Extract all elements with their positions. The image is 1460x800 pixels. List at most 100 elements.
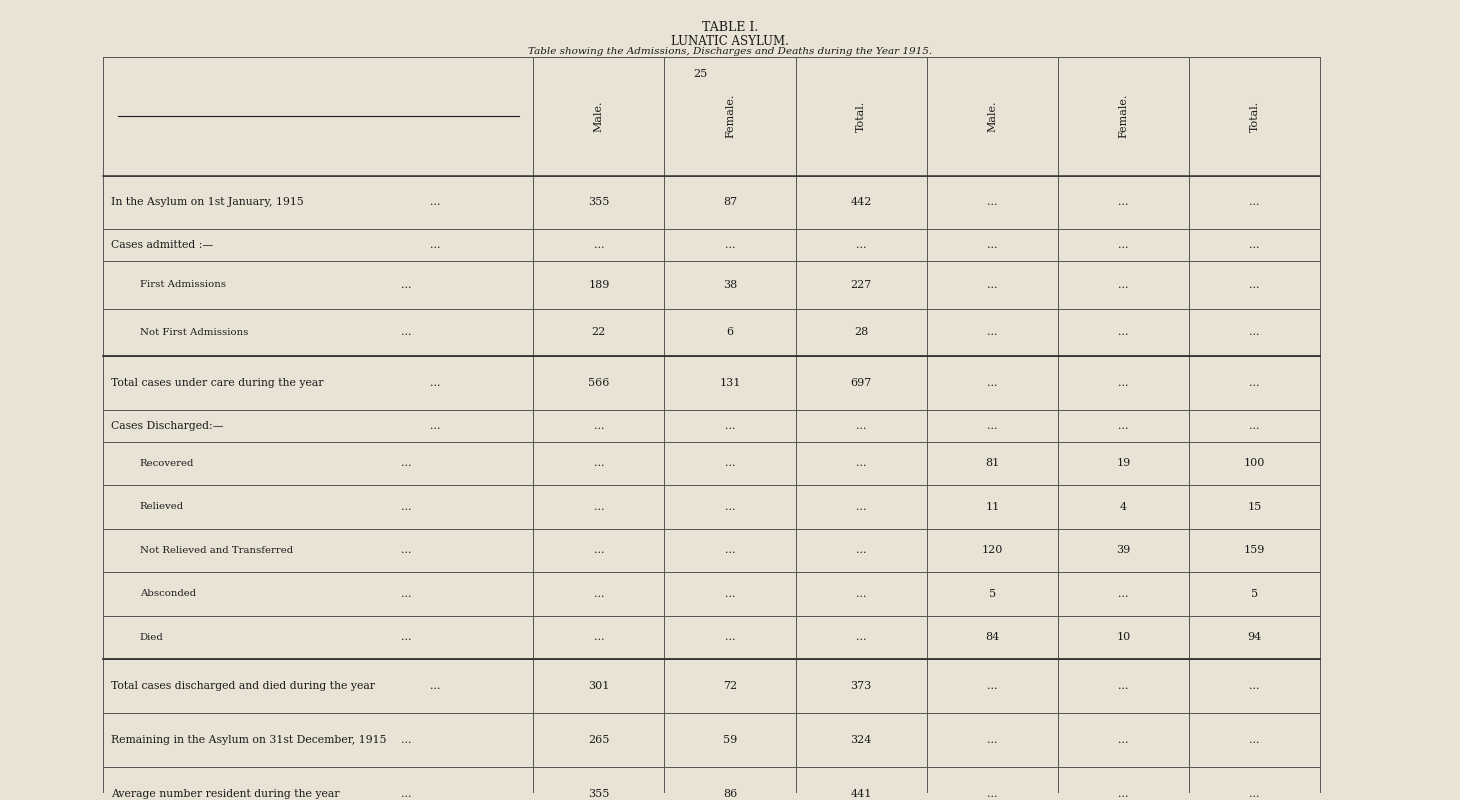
Text: Male.: Male. [594,101,604,132]
Text: 5: 5 [988,589,996,599]
Text: 6: 6 [727,327,733,338]
Text: ...: ... [856,502,866,512]
Text: ...: ... [1118,280,1129,290]
Text: ...: ... [400,502,412,512]
Text: ...: ... [400,589,412,599]
Text: 87: 87 [723,198,737,207]
Text: ...: ... [856,421,866,430]
Text: Male.: Male. [987,101,997,132]
Text: ...: ... [594,421,604,430]
Text: 25: 25 [694,69,708,78]
Text: 86: 86 [723,789,737,798]
Text: Remaining in the Asylum on 31st December, 1915: Remaining in the Asylum on 31st December… [111,735,387,745]
Text: Died: Died [140,633,164,642]
Text: 442: 442 [851,198,872,207]
Text: LUNATIC ASYLUM.: LUNATIC ASYLUM. [672,34,788,48]
Text: ...: ... [400,458,412,468]
Text: ...: ... [1250,735,1260,745]
Text: ...: ... [987,327,997,338]
Text: ...: ... [724,633,736,642]
Text: Female.: Female. [1118,94,1129,138]
Text: 81: 81 [986,458,1000,468]
Text: Cases Discharged:—: Cases Discharged:— [111,421,223,430]
Text: ...: ... [1250,198,1260,207]
Text: 38: 38 [723,280,737,290]
Text: Table showing the Admissions, Discharges and Deaths during the Year 1915.: Table showing the Admissions, Discharges… [529,47,931,56]
Text: ...: ... [400,789,412,798]
Text: 100: 100 [1244,458,1266,468]
Text: 355: 355 [588,789,609,798]
Text: ...: ... [1250,240,1260,250]
Text: ...: ... [987,789,997,798]
Text: ...: ... [1250,421,1260,430]
Text: 84: 84 [986,633,1000,642]
Text: ...: ... [400,633,412,642]
Text: Recovered: Recovered [140,458,194,468]
Text: 59: 59 [723,735,737,745]
Text: ...: ... [1250,327,1260,338]
Text: ...: ... [1250,378,1260,388]
Text: ...: ... [1118,198,1129,207]
Text: Absconded: Absconded [140,590,196,598]
Text: 373: 373 [851,681,872,691]
Text: ...: ... [1250,789,1260,798]
Text: ...: ... [400,735,412,745]
Text: 441: 441 [851,789,872,798]
Text: 131: 131 [720,378,740,388]
Text: 11: 11 [986,502,1000,512]
Text: Relieved: Relieved [140,502,184,511]
Text: ...: ... [1118,378,1129,388]
Text: ...: ... [987,378,997,388]
Text: ...: ... [1118,240,1129,250]
Text: 39: 39 [1117,546,1130,555]
Text: ...: ... [987,681,997,691]
Text: Total.: Total. [1250,101,1260,132]
Text: ...: ... [1118,589,1129,599]
Text: 4: 4 [1120,502,1127,512]
Text: ...: ... [1118,681,1129,691]
Text: ...: ... [724,546,736,555]
Text: ...: ... [987,198,997,207]
Text: Total cases discharged and died during the year: Total cases discharged and died during t… [111,681,375,691]
Text: ...: ... [1250,681,1260,691]
Text: ...: ... [724,240,736,250]
Text: 19: 19 [1117,458,1130,468]
Text: 5: 5 [1251,589,1259,599]
Text: Total cases under care during the year: Total cases under care during the year [111,378,323,388]
Text: Cases admitted :—: Cases admitted :— [111,240,213,250]
Text: 72: 72 [723,681,737,691]
Text: 697: 697 [851,378,872,388]
Text: ...: ... [1118,421,1129,430]
Text: Female.: Female. [726,94,734,138]
Text: ...: ... [1118,327,1129,338]
Text: In the Asylum on 1st January, 1915: In the Asylum on 1st January, 1915 [111,198,304,207]
Text: ...: ... [856,589,866,599]
Text: ...: ... [1118,735,1129,745]
Text: ...: ... [856,240,866,250]
Text: ...: ... [594,589,604,599]
Text: ...: ... [987,735,997,745]
Text: ...: ... [400,327,412,338]
Text: ...: ... [724,589,736,599]
Text: ...: ... [1250,280,1260,290]
Text: ...: ... [594,633,604,642]
Text: ...: ... [594,502,604,512]
Text: 120: 120 [981,546,1003,555]
Text: 94: 94 [1247,633,1261,642]
Text: 265: 265 [588,735,609,745]
Text: ...: ... [724,458,736,468]
Text: 227: 227 [851,280,872,290]
Text: 355: 355 [588,198,609,207]
Text: 301: 301 [588,681,609,691]
Text: ...: ... [987,280,997,290]
Text: ...: ... [400,546,412,555]
Text: ...: ... [724,502,736,512]
Text: 324: 324 [851,735,872,745]
Text: 566: 566 [588,378,609,388]
Text: First Admissions: First Admissions [140,280,226,290]
Text: ...: ... [429,681,439,691]
Text: TABLE I.: TABLE I. [702,21,758,34]
Text: Total.: Total. [856,101,866,132]
Text: ...: ... [429,378,439,388]
Text: Not First Admissions: Not First Admissions [140,328,248,337]
